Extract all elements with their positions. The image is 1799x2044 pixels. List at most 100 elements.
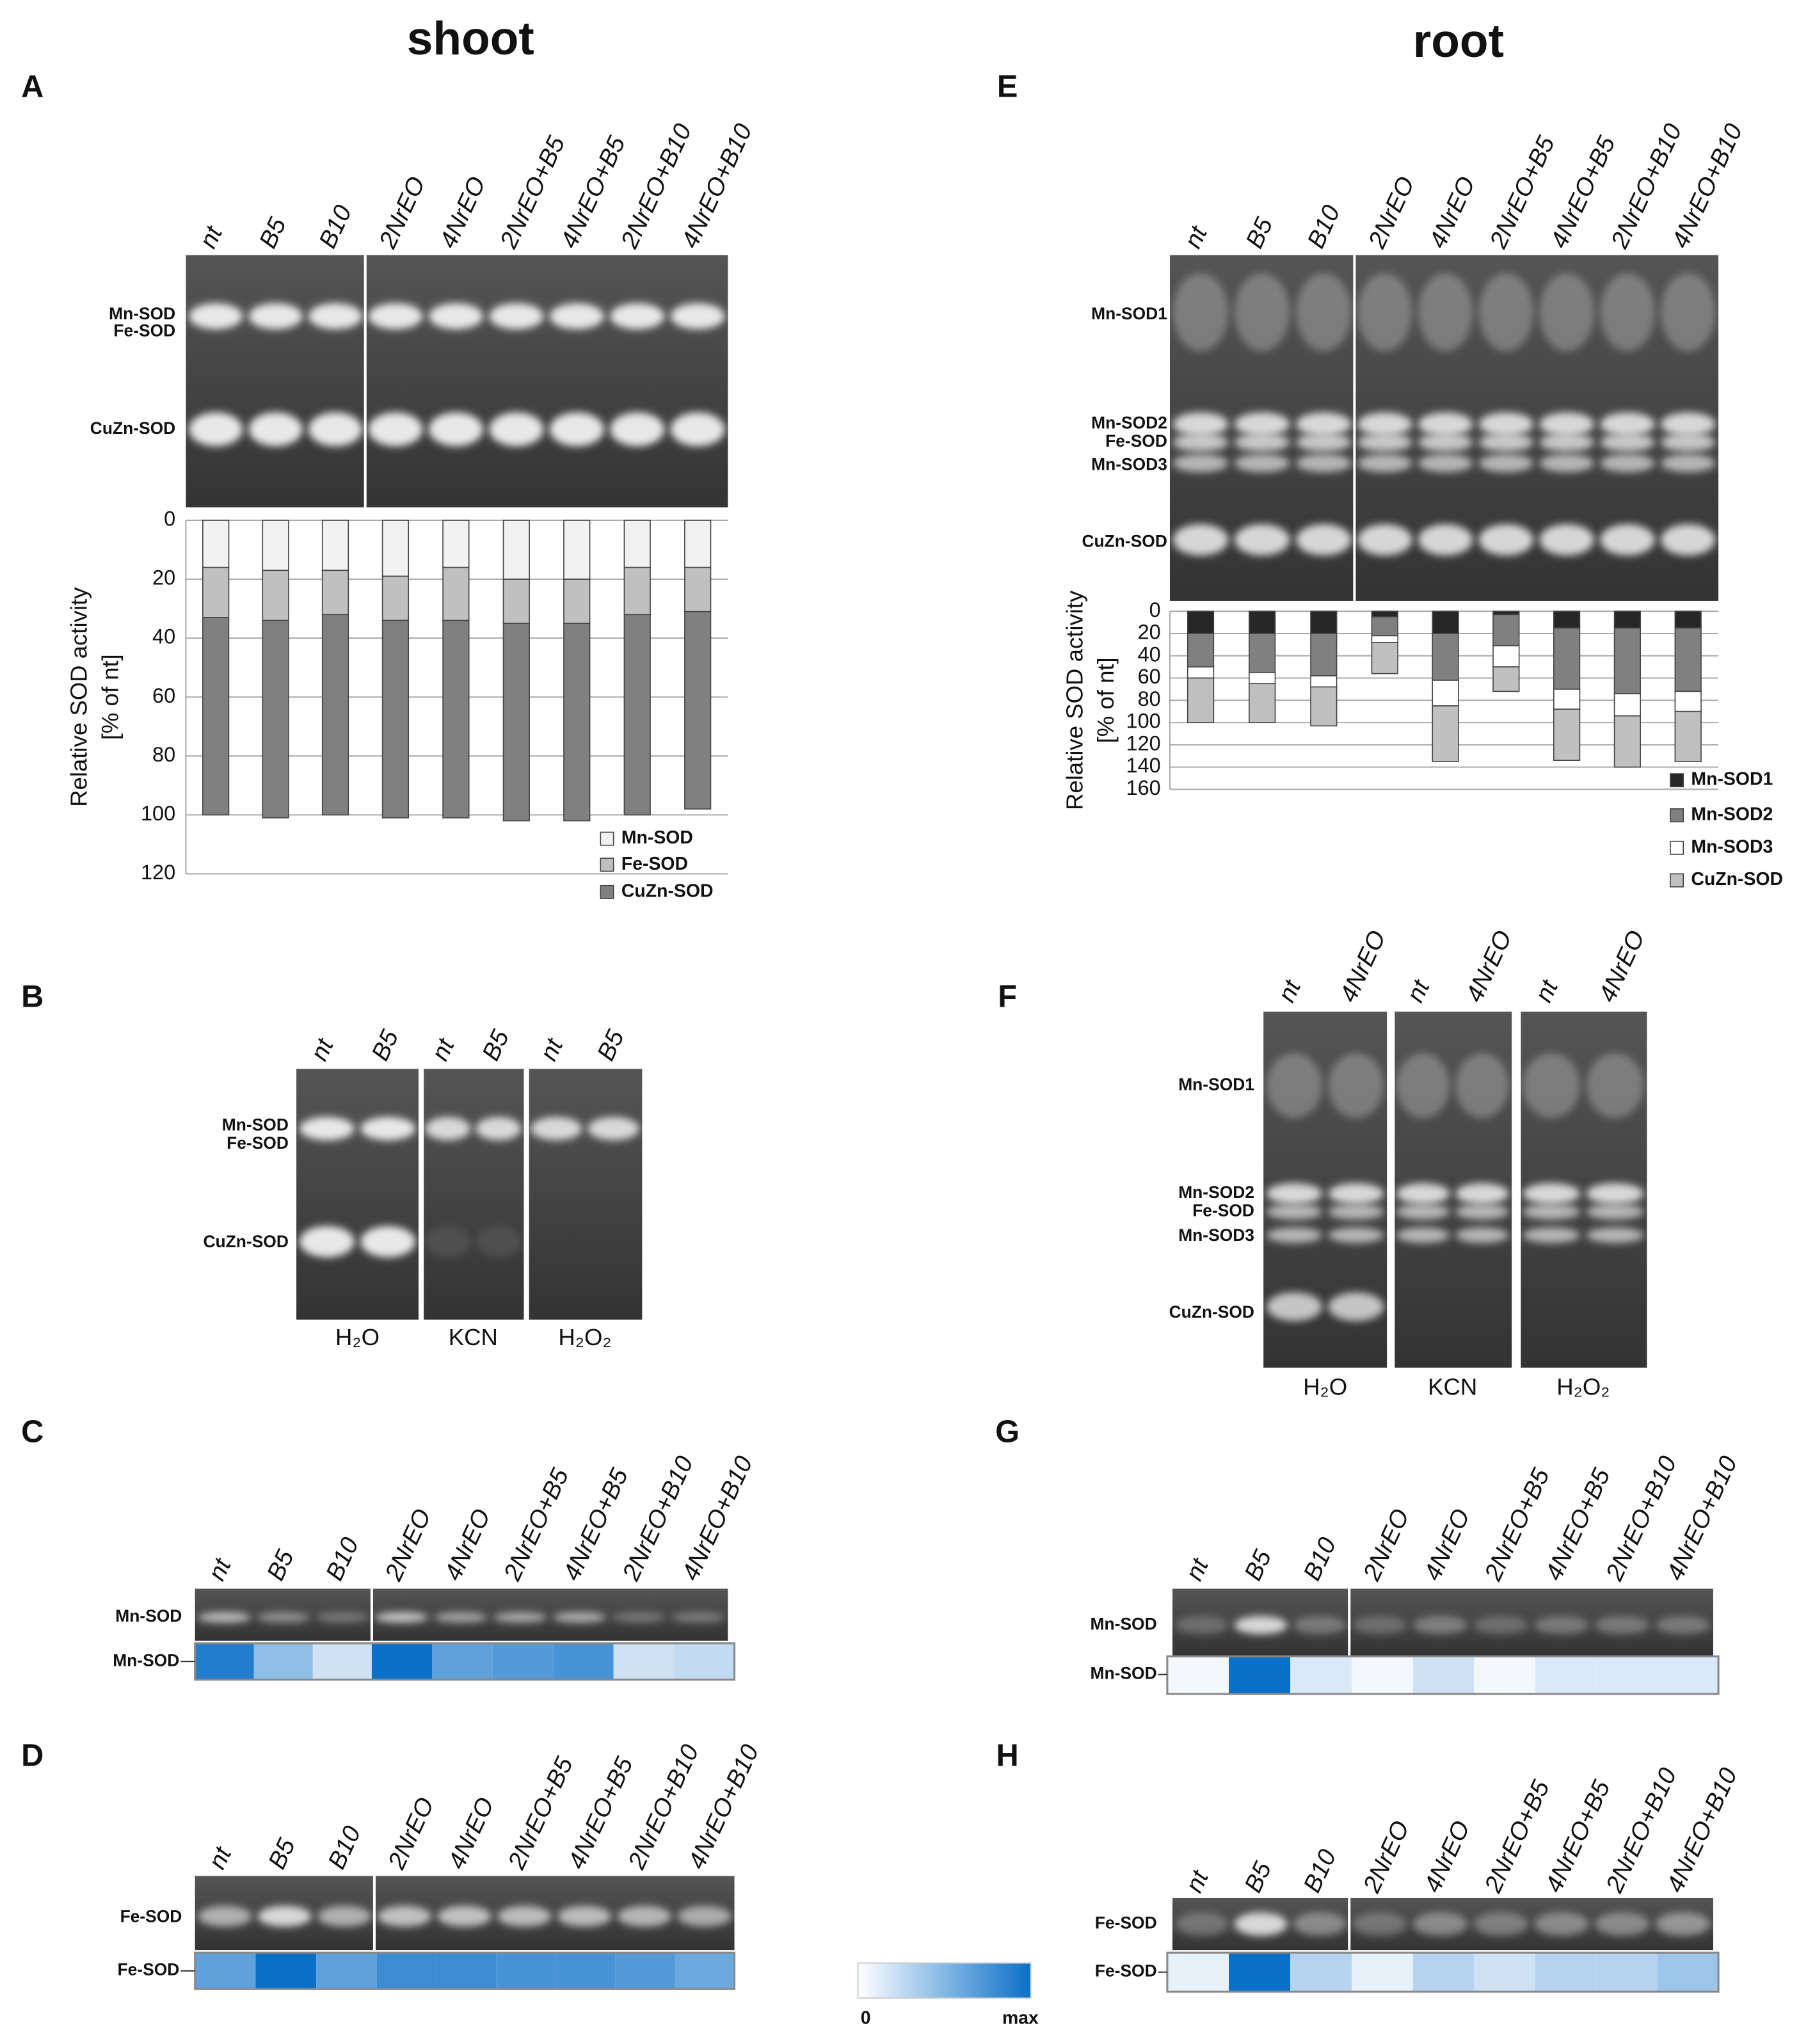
heatmap-cell: [1412, 1952, 1475, 1992]
panel-letter: C: [21, 1415, 44, 1449]
gel-band: [1661, 273, 1716, 351]
heatmap-cell: [615, 1952, 675, 1990]
y-tick-label: 0: [1149, 598, 1161, 621]
treatment-label: H₂O₂: [1556, 1373, 1610, 1400]
colorbar-label: 0: [861, 2008, 871, 2028]
heatmap-cell: [1657, 1656, 1719, 1695]
heatmap-cell: [255, 1952, 317, 1990]
bar-segment: [202, 566, 230, 618]
y-tick-label: 20: [1138, 621, 1161, 644]
lane-label: B5: [1240, 213, 1278, 252]
legend-label: Fe-SOD: [621, 854, 688, 874]
lane-label: 2NrEO: [374, 173, 431, 253]
column-title: root: [1413, 15, 1504, 67]
treatment-label: H₂O: [335, 1324, 380, 1350]
lane-label: B5: [477, 1026, 515, 1065]
bar-segment: [1249, 633, 1276, 673]
gel-band: [434, 1612, 488, 1623]
gel-band: [1586, 1227, 1644, 1243]
gel-band: [360, 1226, 416, 1258]
gel-band: [374, 1612, 429, 1623]
gel-band: [425, 1226, 471, 1258]
lane-label: B10: [1298, 1845, 1341, 1897]
gel-band: [1357, 412, 1412, 436]
gel-band: [1586, 1183, 1644, 1204]
legend-swatch: [1670, 773, 1684, 788]
bar-segment: [442, 520, 470, 568]
gel: [296, 1069, 419, 1320]
gel-band: [1418, 524, 1473, 555]
lane-label: 2NrEO: [1357, 1505, 1414, 1585]
gel-band: [610, 412, 665, 447]
lane-label: B5: [592, 1026, 630, 1065]
colorbar-label: max: [1002, 2008, 1039, 2028]
gel-band: [610, 303, 665, 330]
gel-band: [248, 303, 303, 330]
gel-band: [1296, 524, 1352, 555]
gel-band: [377, 1906, 432, 1927]
y-tick-label: 80: [1138, 687, 1161, 710]
legend-swatch: [1670, 840, 1684, 855]
band-label: Fe-SOD: [1095, 1913, 1157, 1933]
heatmap-cell: [1352, 1656, 1413, 1695]
y-tick-label: 80: [152, 743, 175, 766]
lane-label: 4NrEO: [1424, 173, 1481, 253]
gel-band: [299, 1226, 355, 1258]
gel-band: [1234, 412, 1290, 436]
gel-band: [1175, 1616, 1229, 1634]
heatmap-cell: [1535, 1952, 1597, 1992]
lane-label: 2NrEO: [1357, 1817, 1414, 1897]
gel-band: [497, 1906, 552, 1927]
bar-segment: [563, 579, 591, 624]
gel-band: [189, 412, 243, 447]
bar-segment: [442, 619, 470, 818]
gel-band: [1418, 454, 1473, 472]
lane-label: nt: [1530, 975, 1564, 1006]
y-tick-label: 40: [152, 625, 175, 648]
lane-label: nt: [1180, 1865, 1215, 1896]
heatmap-cell: [436, 1952, 497, 1990]
gel-band: [549, 412, 604, 447]
gel: [365, 255, 728, 507]
gel-band: [1586, 1053, 1644, 1119]
gel-band: [1661, 433, 1716, 452]
bar-segment: [1492, 614, 1520, 646]
lane-label: 2NrEO: [1363, 173, 1420, 253]
bar-segment: [1553, 627, 1581, 690]
band-label: CuZn-SOD: [1082, 532, 1167, 551]
gel-band: [1357, 433, 1412, 452]
y-tick-label: 100: [1126, 710, 1161, 733]
bar-segment: [1187, 666, 1215, 679]
y-tick-label: 40: [1138, 643, 1161, 666]
gel-band: [1267, 1227, 1322, 1243]
gel-band: [617, 1906, 672, 1927]
lane-label: 4NrEO: [439, 1505, 496, 1585]
bar-segment: [381, 619, 410, 818]
bar-segment: [1432, 680, 1459, 707]
gel-band: [248, 412, 303, 447]
legend-label: Mn-SOD3: [1691, 836, 1773, 857]
gel-band: [1523, 1227, 1580, 1243]
heatmap-cell: [1596, 1656, 1658, 1695]
legend-swatch: [600, 884, 614, 899]
gel-band: [1539, 433, 1594, 452]
gel-band: [1418, 433, 1473, 452]
bar-segment: [381, 520, 410, 577]
panel-letter: F: [998, 979, 1017, 1014]
bar-segment: [1432, 633, 1459, 681]
lane-label: 2NrEO: [383, 1793, 440, 1874]
gel-band: [1473, 1912, 1528, 1936]
heatmap-cell: [1352, 1952, 1413, 1992]
heatmap-label: Fe-SOD: [118, 1960, 180, 1979]
gel-band: [476, 1226, 522, 1258]
y-axis-label: Relative SOD activity: [1061, 590, 1087, 810]
bar-segment: [202, 617, 230, 816]
lane-label: nt: [203, 1553, 237, 1585]
gel-band: [1296, 412, 1352, 436]
bar-segment: [1553, 689, 1581, 710]
gel-band: [189, 303, 243, 330]
gel-band: [493, 1612, 547, 1623]
gel: [371, 1588, 728, 1641]
gel: [1354, 255, 1719, 601]
